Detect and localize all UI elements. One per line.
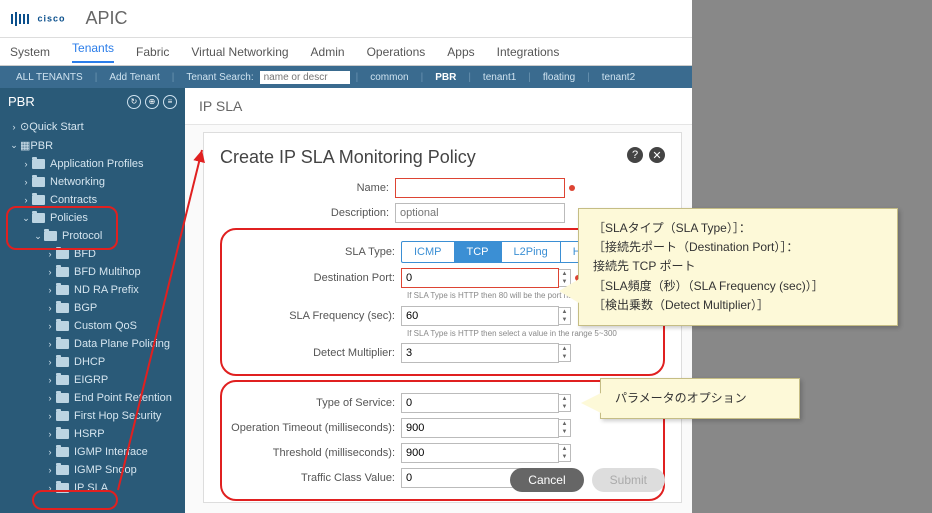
tree-item[interactable]: ›First Hop Security <box>0 407 185 425</box>
callout-sla-params: ［SLAタイプ（SLA Type）］： ［接続先ポート（Destination … <box>578 208 898 326</box>
mult-input[interactable] <box>401 343 559 363</box>
help-icon[interactable]: ? <box>627 147 643 163</box>
submit-button[interactable]: Submit <box>592 468 665 492</box>
top-bar: cisco APIC <box>0 0 692 38</box>
tree-item[interactable]: ›EIGRP <box>0 371 185 389</box>
callout-optional-params: パラメータのオプション <box>600 378 800 419</box>
spin-down[interactable]: ▼ <box>559 453 570 461</box>
freq-input[interactable] <box>401 306 559 326</box>
sidebar-title: PBR <box>8 94 35 109</box>
tree-item[interactable]: ›IGMP Snoop <box>0 461 185 479</box>
tree-item[interactable]: ›End Point Retention <box>0 389 185 407</box>
tenant-search-input[interactable] <box>260 71 350 84</box>
freq-label: SLA Frequency (sec): <box>226 310 401 322</box>
spin-down[interactable]: ▼ <box>559 403 570 411</box>
spin-up[interactable]: ▲ <box>559 270 570 278</box>
tree-item[interactable]: ›HSRP <box>0 425 185 443</box>
menu-admin[interactable]: Admin <box>311 45 345 59</box>
tos-input[interactable] <box>401 393 559 413</box>
tree-item[interactable]: ›Application Profiles <box>0 155 185 173</box>
sidebar-action-icon[interactable]: ↻ <box>127 95 141 109</box>
tenant-bar: ALL TENANTS | Add Tenant | Tenant Search… <box>0 66 692 88</box>
menu-system[interactable]: System <box>10 45 50 59</box>
tree-item[interactable]: ›DHCP <box>0 353 185 371</box>
tree-root[interactable]: ⌄▦ PBR <box>0 136 185 155</box>
main-menu: System Tenants Fabric Virtual Networking… <box>0 38 692 66</box>
tree-item[interactable]: ›ND RA Prefix <box>0 281 185 299</box>
name-label: Name: <box>220 182 395 194</box>
tree-item[interactable]: ›Contracts <box>0 191 185 209</box>
breadcrumb: IP SLA <box>185 88 692 125</box>
nav-tree: ›⊙ Quick Start ⌄▦ PBR ›Application Profi… <box>0 115 185 499</box>
menu-apps[interactable]: Apps <box>447 45 474 59</box>
dialog-title: Create IP SLA Monitoring Policy <box>220 147 665 168</box>
spin-up[interactable]: ▲ <box>559 345 570 353</box>
tree-item[interactable]: ›BFD <box>0 245 185 263</box>
tree-item[interactable]: ›BFD Multihop <box>0 263 185 281</box>
sla-type-l2ping[interactable]: L2Ping <box>502 242 561 262</box>
tenant-link-common[interactable]: common <box>370 72 408 83</box>
threshold-input[interactable] <box>401 443 559 463</box>
tree-policies[interactable]: ⌄Policies <box>0 209 185 227</box>
dest-port-label: Destination Port: <box>226 272 401 284</box>
tree-item[interactable]: ›BGP <box>0 299 185 317</box>
timeout-label: Operation Timeout (milliseconds): <box>226 422 401 434</box>
add-tenant-link[interactable]: Add Tenant <box>109 72 159 83</box>
tree-protocol[interactable]: ⌄Protocol <box>0 227 185 245</box>
timeout-input[interactable] <box>401 418 559 438</box>
tenant-link-tenant2[interactable]: tenant2 <box>602 72 635 83</box>
tenant-link-tenant1[interactable]: tenant1 <box>483 72 516 83</box>
menu-virtual-networking[interactable]: Virtual Networking <box>191 45 288 59</box>
app-title: APIC <box>86 8 128 29</box>
required-indicator <box>569 185 575 191</box>
menu-integrations[interactable]: Integrations <box>497 45 560 59</box>
tenant-link-pbr[interactable]: PBR <box>435 72 456 83</box>
name-input[interactable] <box>395 178 565 198</box>
tcv-label: Traffic Class Value: <box>226 472 401 484</box>
threshold-label: Threshold (milliseconds): <box>226 447 401 459</box>
spin-up[interactable]: ▲ <box>559 420 570 428</box>
tree-item[interactable]: ›Data Plane Policing <box>0 335 185 353</box>
dest-port-input[interactable] <box>401 268 559 288</box>
tree-item[interactable]: ›Custom QoS <box>0 317 185 335</box>
sidebar-action-icon[interactable]: ≡ <box>163 95 177 109</box>
cisco-logo: cisco <box>10 12 66 26</box>
tree-quick-start[interactable]: ›⊙ Quick Start <box>0 117 185 136</box>
spin-down[interactable]: ▼ <box>559 353 570 361</box>
spin-down[interactable]: ▼ <box>559 428 570 436</box>
mult-label: Detect Multiplier: <box>226 347 401 359</box>
sidebar: PBR ↻ ⊕ ≡ ›⊙ Quick Start ⌄▦ PBR ›Applica… <box>0 88 185 513</box>
tenant-search-label: Tenant Search: <box>186 72 253 83</box>
spin-up[interactable]: ▲ <box>559 308 570 316</box>
spin-down[interactable]: ▼ <box>559 316 570 324</box>
freq-hint: If SLA Type is HTTP then select a value … <box>407 329 659 339</box>
cancel-button[interactable]: Cancel <box>510 468 583 492</box>
description-label: Description: <box>220 207 395 219</box>
tenant-link-floating[interactable]: floating <box>543 72 575 83</box>
sla-type-tcp[interactable]: TCP <box>455 242 502 262</box>
menu-operations[interactable]: Operations <box>367 45 426 59</box>
sla-type-icmp[interactable]: ICMP <box>402 242 455 262</box>
tree-item[interactable]: ›IGMP Interface <box>0 443 185 461</box>
all-tenants-link[interactable]: ALL TENANTS <box>16 72 83 83</box>
description-input[interactable] <box>395 203 565 223</box>
spin-up[interactable]: ▲ <box>559 395 570 403</box>
tree-ip-sla[interactable]: ›IP SLA <box>0 479 185 497</box>
tree-item[interactable]: ›Networking <box>0 173 185 191</box>
sla-type-label: SLA Type: <box>226 246 401 258</box>
menu-fabric[interactable]: Fabric <box>136 45 169 59</box>
spin-up[interactable]: ▲ <box>559 445 570 453</box>
close-icon[interactable]: ✕ <box>649 147 665 163</box>
menu-tenants[interactable]: Tenants <box>72 41 114 63</box>
tos-label: Type of Service: <box>226 397 401 409</box>
sidebar-action-icon[interactable]: ⊕ <box>145 95 159 109</box>
